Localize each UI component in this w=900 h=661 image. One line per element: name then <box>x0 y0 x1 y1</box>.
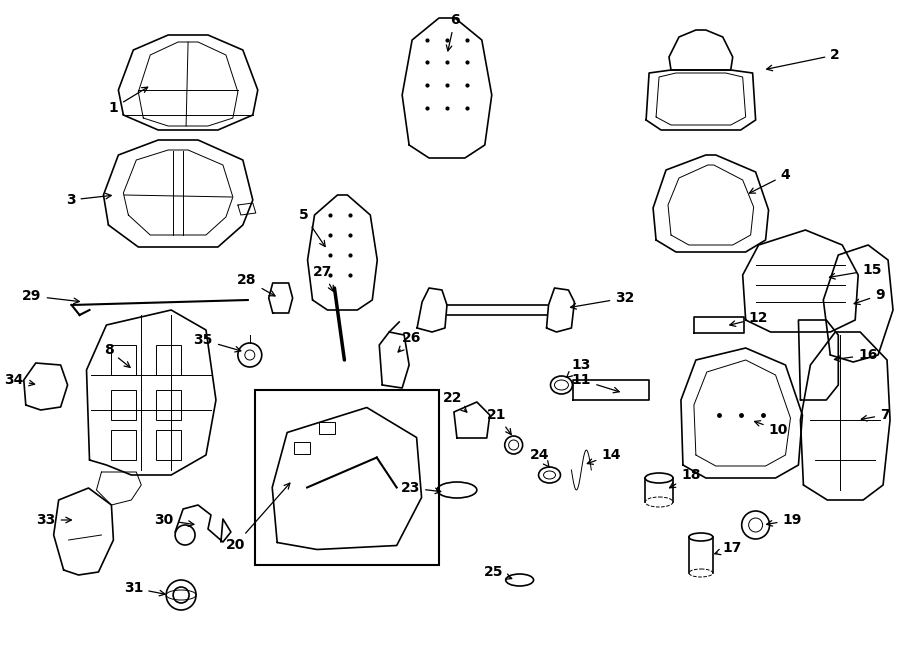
Text: 6: 6 <box>446 13 460 51</box>
Text: 8: 8 <box>104 343 130 368</box>
Text: 14: 14 <box>588 448 621 464</box>
Bar <box>157 345 181 375</box>
Text: 35: 35 <box>194 333 241 352</box>
Text: 27: 27 <box>313 265 333 292</box>
Text: 10: 10 <box>754 420 788 437</box>
Text: 4: 4 <box>750 168 790 193</box>
Text: 31: 31 <box>124 581 165 596</box>
Bar <box>157 390 181 420</box>
Text: 1: 1 <box>109 87 148 115</box>
Bar <box>319 422 335 434</box>
Text: 32: 32 <box>571 291 634 309</box>
Text: 18: 18 <box>670 468 700 488</box>
Bar <box>294 442 310 453</box>
Text: 17: 17 <box>715 541 742 555</box>
Text: 22: 22 <box>443 391 467 412</box>
Text: 28: 28 <box>238 273 275 296</box>
Text: 12: 12 <box>730 311 769 327</box>
Text: 19: 19 <box>767 513 802 527</box>
Text: 23: 23 <box>400 481 441 495</box>
Text: 33: 33 <box>36 513 71 527</box>
Text: 7: 7 <box>861 408 890 422</box>
Text: 2: 2 <box>767 48 840 71</box>
Bar <box>255 390 439 565</box>
Text: 26: 26 <box>398 331 421 352</box>
Text: 20: 20 <box>226 483 290 552</box>
Text: 29: 29 <box>22 289 79 303</box>
Text: 30: 30 <box>154 513 194 527</box>
Text: 13: 13 <box>567 358 590 377</box>
Text: 25: 25 <box>484 565 512 579</box>
Bar <box>112 430 136 460</box>
Text: 9: 9 <box>854 288 885 305</box>
Text: 15: 15 <box>830 263 882 279</box>
Bar <box>112 390 136 420</box>
Text: 5: 5 <box>299 208 325 247</box>
Text: 11: 11 <box>572 373 619 393</box>
Text: 3: 3 <box>66 193 112 207</box>
Text: 16: 16 <box>834 348 878 362</box>
Text: 21: 21 <box>487 408 511 435</box>
Text: 24: 24 <box>530 448 550 467</box>
Bar <box>112 345 136 375</box>
Text: 34: 34 <box>4 373 34 387</box>
Bar <box>157 430 181 460</box>
